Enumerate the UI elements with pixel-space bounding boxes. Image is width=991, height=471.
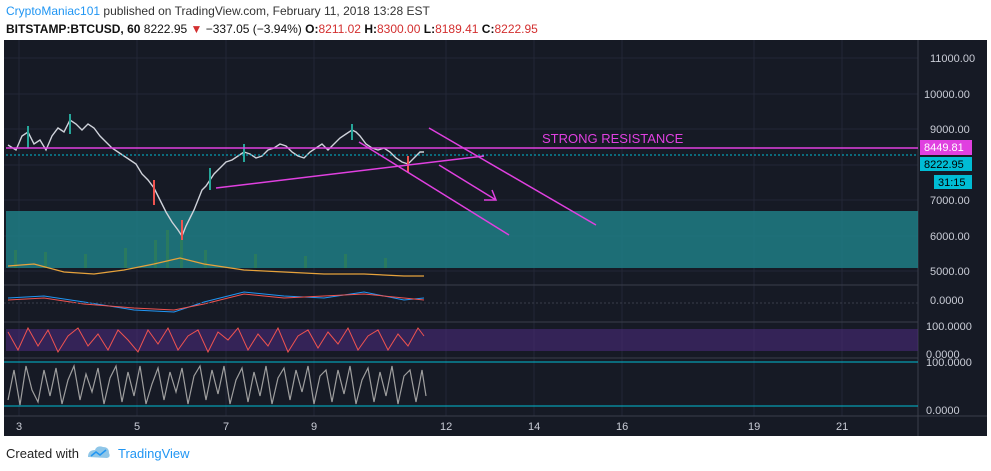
ohlc-line: BITSTAMP:BTCUSD, 60 8222.95 ▼ −337.05 (−…	[6, 22, 538, 36]
svg-text:8222.95: 8222.95	[924, 159, 964, 171]
chart-header: CryptoManiac101 published on TradingView…	[0, 0, 991, 40]
svg-text:8449.81: 8449.81	[924, 142, 964, 154]
svg-text:31:15: 31:15	[938, 177, 966, 189]
tradingview-logo-icon[interactable]	[86, 444, 112, 460]
down-arrow-drawing	[438, 164, 498, 201]
author-link[interactable]: CryptoManiac101	[6, 4, 101, 18]
resistance-annotation: STRONG RESISTANCE	[542, 131, 684, 146]
price-axis: 11000.00 10000.00 9000.00 7000.00 6000.0…	[924, 53, 975, 417]
channel-upper	[428, 127, 597, 226]
svg-text:5: 5	[134, 421, 140, 433]
stoch-line	[7, 326, 425, 354]
svg-text:100.0000: 100.0000	[926, 357, 972, 369]
price-series	[7, 118, 424, 238]
svg-text:9000.00: 9000.00	[930, 124, 970, 136]
svg-text:9: 9	[311, 421, 317, 433]
svg-text:6000.00: 6000.00	[930, 231, 970, 243]
change-text: −337.05 (−3.94%)	[205, 22, 302, 36]
svg-text:0.0000: 0.0000	[926, 405, 960, 417]
last-price-text: 8222.95	[140, 22, 191, 36]
open-value: 8211.02	[318, 22, 361, 36]
close-value: 8222.95	[494, 22, 538, 36]
resistance-badge	[920, 140, 972, 155]
tradingview-link[interactable]: TradingView	[118, 446, 190, 461]
rising-trendline	[215, 155, 485, 189]
last-price-badge	[920, 157, 972, 171]
close-label: C:	[481, 22, 495, 36]
macd-pane	[4, 291, 918, 313]
volume-bars	[14, 230, 387, 268]
svg-text:14: 14	[528, 421, 540, 433]
high-value: 8300.00	[377, 22, 421, 36]
svg-text:5000.00: 5000.00	[930, 266, 970, 278]
low-value: 8189.41	[435, 22, 479, 36]
chart-area[interactable]: STRONG RESISTANCE 11000.00 10000.00 9000…	[4, 40, 987, 436]
published-text: published on TradingView.com, February 1…	[100, 4, 430, 18]
svg-text:0.0000: 0.0000	[930, 295, 964, 307]
down-arrow-icon: ▼	[190, 22, 206, 36]
publish-line: CryptoManiac101 published on TradingView…	[6, 4, 430, 18]
svg-text:0.0000: 0.0000	[926, 349, 960, 361]
created-with-label: Created with	[6, 446, 79, 461]
support-zone	[6, 211, 918, 268]
svg-text:10000.00: 10000.00	[924, 89, 970, 101]
footer	[0, 436, 991, 471]
svg-text:11000.00: 11000.00	[930, 53, 975, 65]
candle-marks	[27, 114, 409, 240]
time-axis: 3 5 7 9 12 14 16 19 21	[16, 421, 848, 433]
symbol-label: BITSTAMP:BTCUSD, 60	[6, 22, 141, 36]
svg-text:3: 3	[16, 421, 22, 433]
rsi-line	[7, 363, 427, 406]
svg-text:19: 19	[748, 421, 760, 433]
low-label: L:	[423, 22, 436, 36]
channel-lower	[358, 141, 510, 236]
countdown-badge	[934, 175, 972, 189]
high-label: H:	[364, 22, 377, 36]
svg-text:16: 16	[616, 421, 628, 433]
open-label: O:	[305, 22, 319, 36]
svg-text:100.0000: 100.0000	[926, 321, 972, 333]
svg-text:7: 7	[223, 421, 229, 433]
svg-text:12: 12	[440, 421, 452, 433]
svg-text:7000.00: 7000.00	[930, 195, 970, 207]
svg-text:21: 21	[836, 421, 848, 433]
